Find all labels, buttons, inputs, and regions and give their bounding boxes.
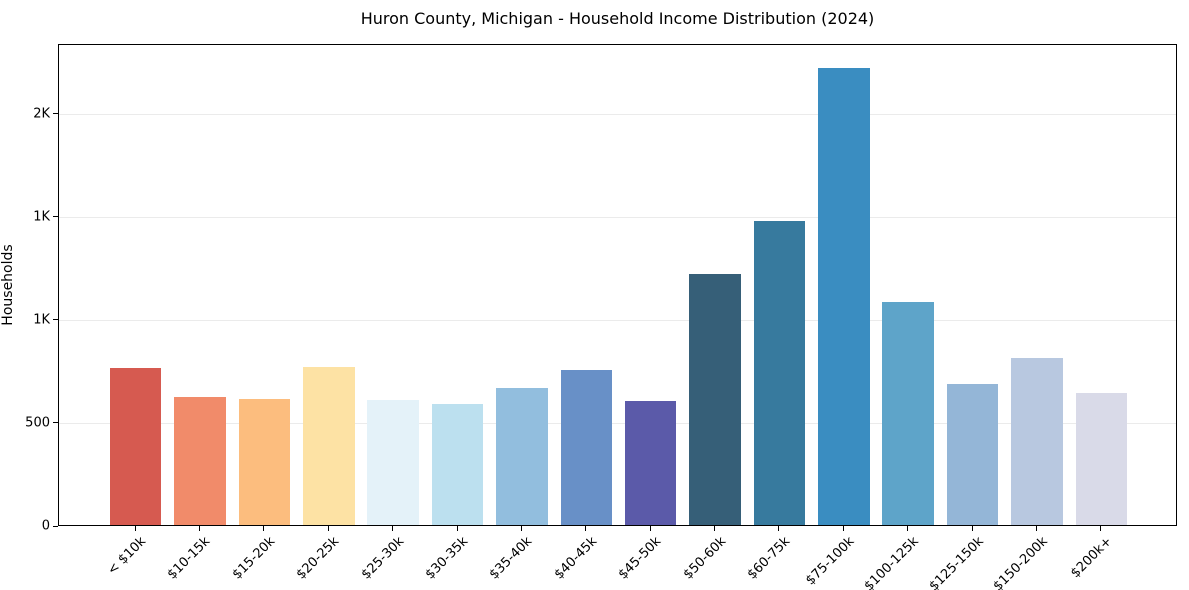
x-tick-mark — [456, 526, 458, 531]
x-tick-mark — [134, 526, 136, 531]
x-tick-mark — [263, 526, 265, 531]
x-tick-mark — [392, 526, 394, 531]
bar-100-125k — [882, 302, 934, 525]
x-tick-label: $150-200k — [990, 534, 1051, 590]
plot-area — [58, 44, 1177, 526]
x-tick-label: $10-15k — [165, 534, 214, 583]
x-tick-label: $125-150k — [926, 534, 987, 590]
x-tick-label: $45-50k — [615, 534, 665, 583]
x-tick-label: $30-35k — [422, 534, 472, 583]
x-tick-mark — [1035, 526, 1037, 531]
bar-200k — [1075, 393, 1128, 525]
x-tick-label: < $10k — [105, 534, 150, 579]
x-tick-mark — [585, 526, 587, 531]
x-tick-label: $50-60k — [680, 534, 729, 583]
x-tick-mark — [971, 526, 973, 531]
y-tick-mark — [53, 216, 58, 218]
x-tick-mark — [649, 526, 651, 531]
x-tick-mark — [199, 526, 200, 531]
x-tick-mark — [714, 526, 716, 531]
chart-title: Huron County, Michigan - Household Incom… — [360, 9, 875, 28]
gridline-y-1000 — [59, 320, 1176, 322]
bar-15-20k — [238, 399, 291, 525]
bar-20-25k — [303, 367, 355, 525]
x-tick-label: $60-75k — [744, 534, 794, 583]
x-tick-label: $100-125k — [861, 534, 922, 590]
x-tick-mark — [842, 526, 844, 531]
x-tick-label: $20-25k — [293, 534, 343, 583]
x-tick-mark — [907, 526, 909, 531]
bar-25-30k — [367, 400, 419, 525]
bar-10k — [109, 368, 162, 525]
bar-35-40k — [496, 387, 548, 525]
y-tick-mark — [53, 422, 58, 424]
x-tick-label: $200k+ — [1067, 534, 1115, 582]
x-tick-label: $35-40k — [487, 534, 536, 583]
y-tick-label: 1K — [33, 312, 50, 328]
x-tick-label: $15-20k — [229, 534, 278, 583]
gridline-y-2000 — [59, 114, 1176, 115]
y-tick-label: 1K — [33, 209, 50, 225]
x-tick-label: $75-100k — [803, 534, 858, 589]
x-tick-mark — [520, 526, 522, 531]
y-tick-mark — [53, 319, 58, 321]
bar-40-45k — [560, 370, 613, 525]
bar-45-50k — [624, 401, 677, 525]
x-tick-label: $40-45k — [551, 534, 600, 583]
x-tick-label: $25-30k — [358, 534, 407, 583]
y-tick-label: 2K — [33, 106, 50, 121]
bar-125-150k — [946, 383, 999, 525]
x-tick-mark — [327, 526, 329, 531]
x-tick-mark — [778, 526, 780, 531]
gridline-y-1500 — [59, 217, 1176, 219]
y-tick-label: 500 — [25, 415, 50, 431]
bar-30-35k — [431, 404, 484, 525]
y-tick-mark — [53, 525, 58, 527]
bar-75-100k — [818, 68, 870, 525]
x-tick-mark — [1100, 526, 1102, 531]
gridline-y-500 — [59, 423, 1176, 425]
bar-150-200k — [1011, 357, 1063, 525]
y-tick-label: 0 — [41, 518, 50, 534]
bar-10-15k — [174, 397, 226, 525]
y-tick-mark — [53, 113, 58, 114]
bar-60-75k — [753, 220, 806, 525]
bar-50-60k — [689, 274, 741, 525]
